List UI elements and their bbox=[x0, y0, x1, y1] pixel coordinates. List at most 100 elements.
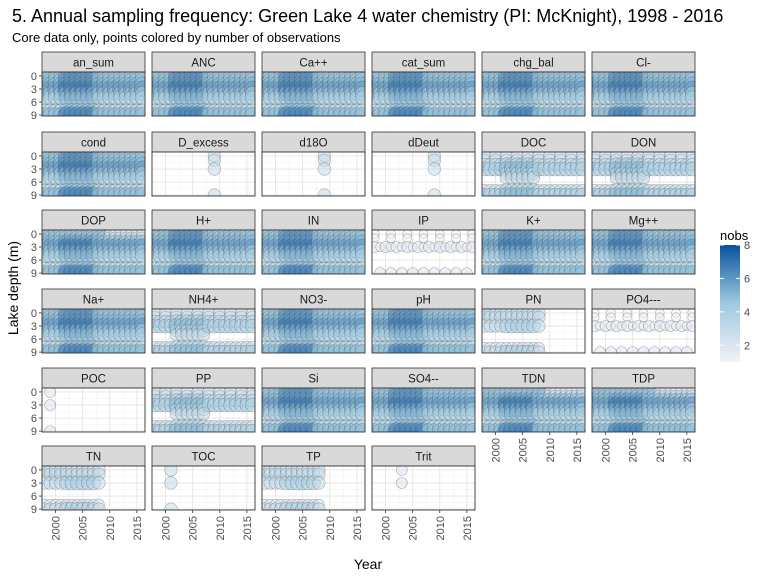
data-point bbox=[244, 265, 255, 274]
facet-strip-label: DOP bbox=[81, 216, 106, 228]
facet-panel: K+ bbox=[481, 209, 586, 275]
panel-points bbox=[482, 230, 585, 274]
panel-points bbox=[482, 152, 585, 196]
panel-border bbox=[261, 229, 366, 275]
facet-strip-label: Mg++ bbox=[629, 216, 659, 228]
data-point bbox=[164, 476, 178, 490]
chart-title: 5. Annual sampling frequency: Green Lake… bbox=[12, 6, 723, 26]
data-point bbox=[396, 477, 408, 489]
panel-border bbox=[371, 308, 476, 354]
panel-border bbox=[481, 387, 586, 433]
data-point bbox=[134, 187, 145, 196]
panel-points bbox=[262, 309, 365, 353]
y-tick-label: 9 bbox=[31, 426, 37, 438]
panel-points bbox=[592, 152, 695, 196]
data-point bbox=[245, 397, 255, 413]
x-tick-label: 2015 bbox=[132, 516, 144, 540]
data-point bbox=[245, 344, 255, 353]
panel-points bbox=[482, 388, 585, 432]
data-point bbox=[465, 406, 475, 421]
data-point bbox=[574, 265, 585, 274]
y-tick-label: 3 bbox=[31, 400, 37, 412]
panel-border bbox=[41, 387, 146, 433]
y-tick-label: 3 bbox=[31, 164, 37, 176]
y-tick-label: 3 bbox=[31, 242, 37, 254]
panel-border bbox=[261, 151, 366, 197]
data-point bbox=[685, 248, 695, 263]
panel-points bbox=[592, 309, 695, 353]
panel-points bbox=[152, 230, 255, 274]
data-point bbox=[354, 344, 365, 353]
data-point bbox=[427, 188, 441, 196]
facet-panel: Trit 2000 2005 2010 2015 bbox=[371, 445, 476, 540]
panel-points bbox=[44, 388, 56, 432]
facet-panel: ANC bbox=[151, 51, 256, 117]
facet-panel: d18O bbox=[261, 131, 366, 197]
data-point bbox=[594, 346, 606, 353]
data-point bbox=[406, 267, 419, 274]
facet-panel: pH bbox=[371, 288, 476, 354]
x-tick-label: 2005 bbox=[408, 516, 420, 540]
data-point bbox=[354, 107, 365, 116]
data-point bbox=[164, 466, 178, 477]
panel-points bbox=[262, 466, 326, 510]
data-point bbox=[134, 265, 145, 274]
panel-points bbox=[42, 466, 106, 510]
data-point bbox=[245, 90, 255, 105]
data-point bbox=[135, 170, 145, 185]
panel-border bbox=[151, 71, 256, 117]
facet-strip-label: PP bbox=[196, 374, 212, 386]
panel-points bbox=[152, 388, 255, 432]
y-tick-label: 6 bbox=[31, 97, 37, 109]
panel-border bbox=[41, 229, 146, 275]
x-tick-label: 2010 bbox=[655, 438, 667, 462]
facet-strip-label: D_excess bbox=[178, 138, 229, 150]
y-tick-label: 6 bbox=[31, 334, 37, 346]
panel-border bbox=[41, 465, 146, 511]
data-point bbox=[374, 267, 386, 274]
data-point bbox=[385, 267, 397, 274]
panel-border bbox=[591, 151, 696, 197]
facet-strip-label: TP bbox=[306, 452, 321, 464]
facet-panel: H+ bbox=[151, 209, 256, 275]
data-point bbox=[532, 345, 546, 353]
panel-points bbox=[482, 72, 585, 116]
data-point bbox=[638, 312, 649, 323]
facet-strip-label: cond bbox=[81, 138, 106, 150]
data-point bbox=[659, 346, 671, 353]
panel-border bbox=[371, 465, 476, 511]
facet-strip-label: NO3- bbox=[300, 295, 328, 307]
panel-border bbox=[371, 151, 476, 197]
y-tick-label: 0 bbox=[31, 387, 37, 399]
x-tick-label: 2010 bbox=[545, 438, 557, 462]
y-tick-label: 0 bbox=[31, 229, 37, 241]
panel-points bbox=[42, 152, 145, 196]
x-tick-label: 2010 bbox=[325, 516, 337, 540]
facet-strip-label: IN bbox=[308, 216, 320, 228]
data-point bbox=[684, 265, 695, 274]
data-point bbox=[135, 327, 145, 342]
panel-border bbox=[41, 308, 146, 354]
data-point bbox=[207, 188, 221, 196]
data-point bbox=[396, 466, 408, 476]
panel-points bbox=[207, 152, 221, 196]
data-point bbox=[354, 423, 365, 432]
panel-points bbox=[317, 152, 331, 196]
data-point bbox=[681, 346, 693, 353]
y-tick-label: 0 bbox=[31, 308, 37, 320]
panel-points bbox=[152, 72, 255, 116]
x-tick-label: 2015 bbox=[352, 516, 364, 540]
facet-panel: NH4+ bbox=[151, 288, 256, 354]
panel-points bbox=[372, 388, 475, 432]
facet-strip-label: H+ bbox=[196, 216, 211, 228]
data-point bbox=[134, 107, 145, 116]
facet-panel: TP 2000 2005 2010 2015 bbox=[261, 445, 366, 540]
data-point bbox=[44, 425, 56, 432]
data-point bbox=[685, 161, 695, 177]
facet-panel: TDN 2000 2005 2010 2015 bbox=[481, 367, 586, 462]
data-point bbox=[439, 267, 451, 274]
panel-points bbox=[427, 152, 441, 196]
